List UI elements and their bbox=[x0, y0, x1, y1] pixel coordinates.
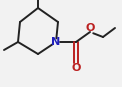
Text: O: O bbox=[85, 23, 95, 33]
Text: N: N bbox=[51, 37, 61, 47]
Text: O: O bbox=[71, 63, 81, 73]
